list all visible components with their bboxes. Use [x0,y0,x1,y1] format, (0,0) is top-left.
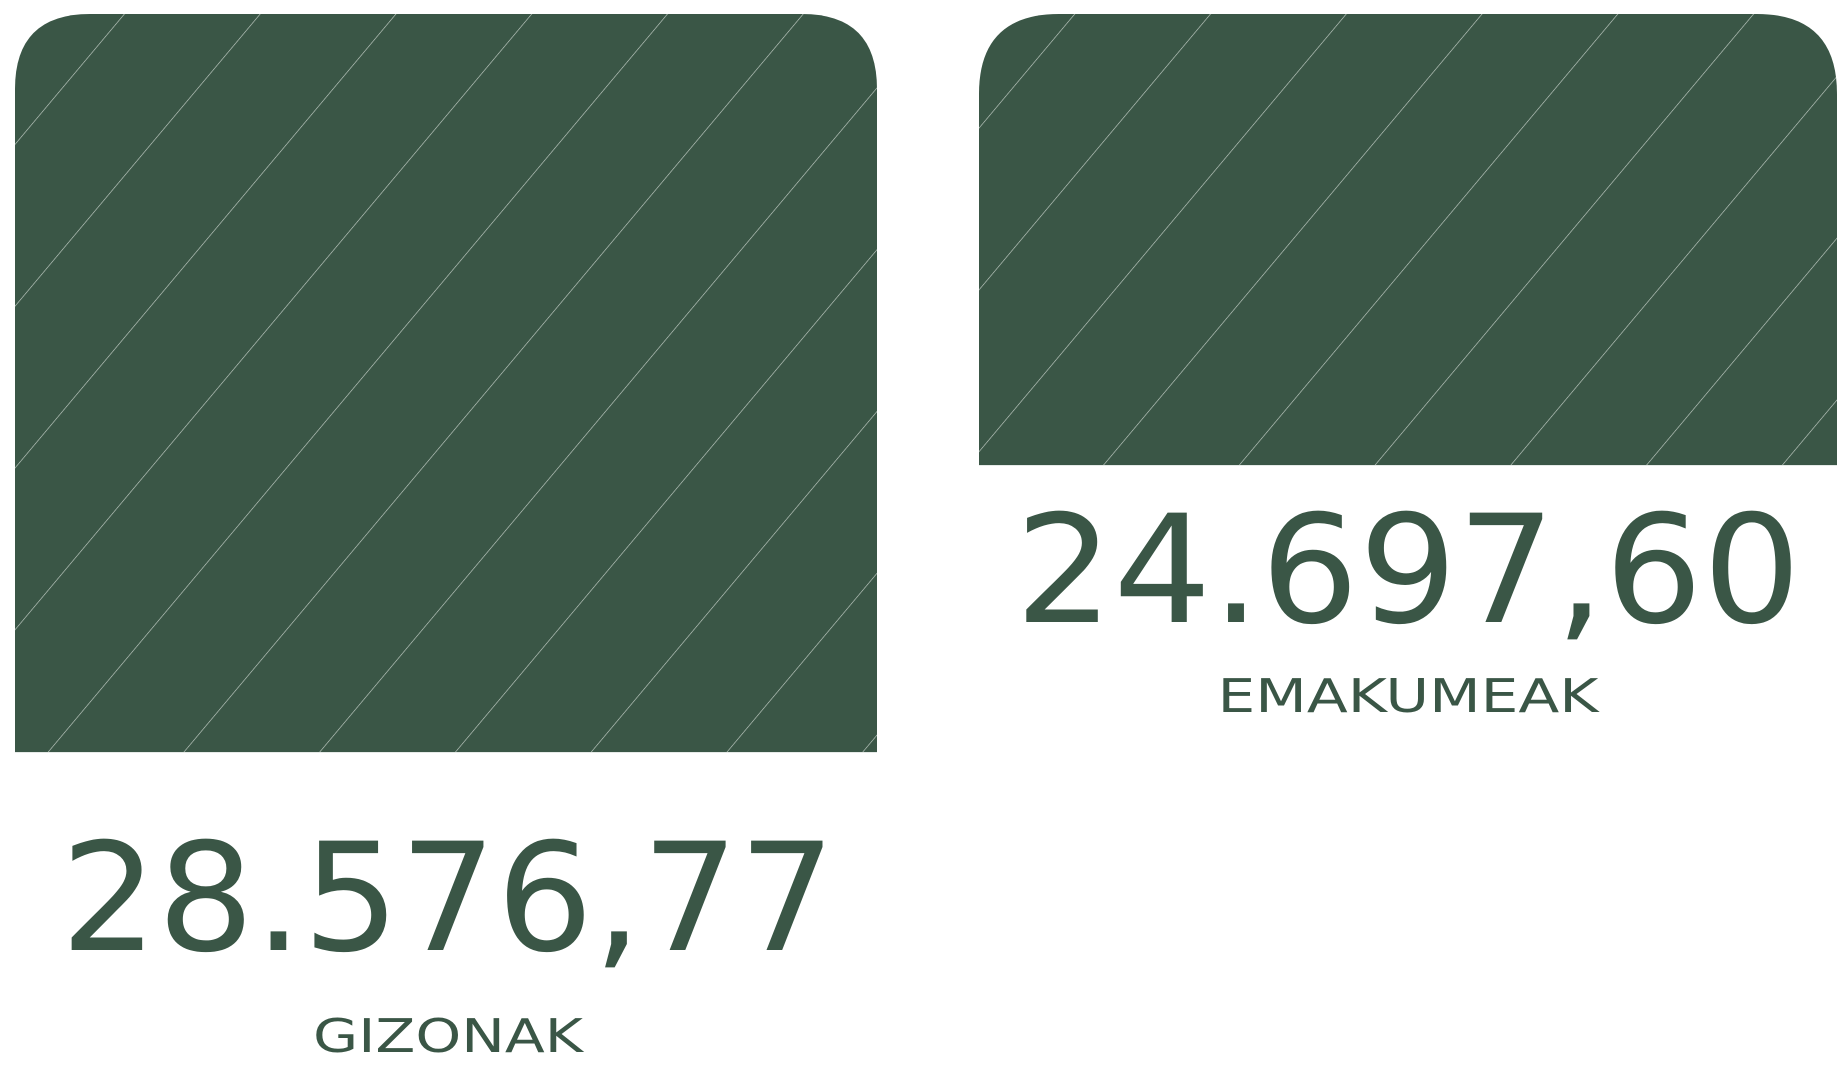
value-label: 24.697,60 [1015,484,1801,658]
category-label: GIZONAK [313,1009,585,1063]
bar-hatch [979,14,1837,466]
category-label: EMAKUMEAK [1218,669,1601,723]
value-label: 28.576,77 [61,812,836,986]
bar-hatch [15,14,877,753]
